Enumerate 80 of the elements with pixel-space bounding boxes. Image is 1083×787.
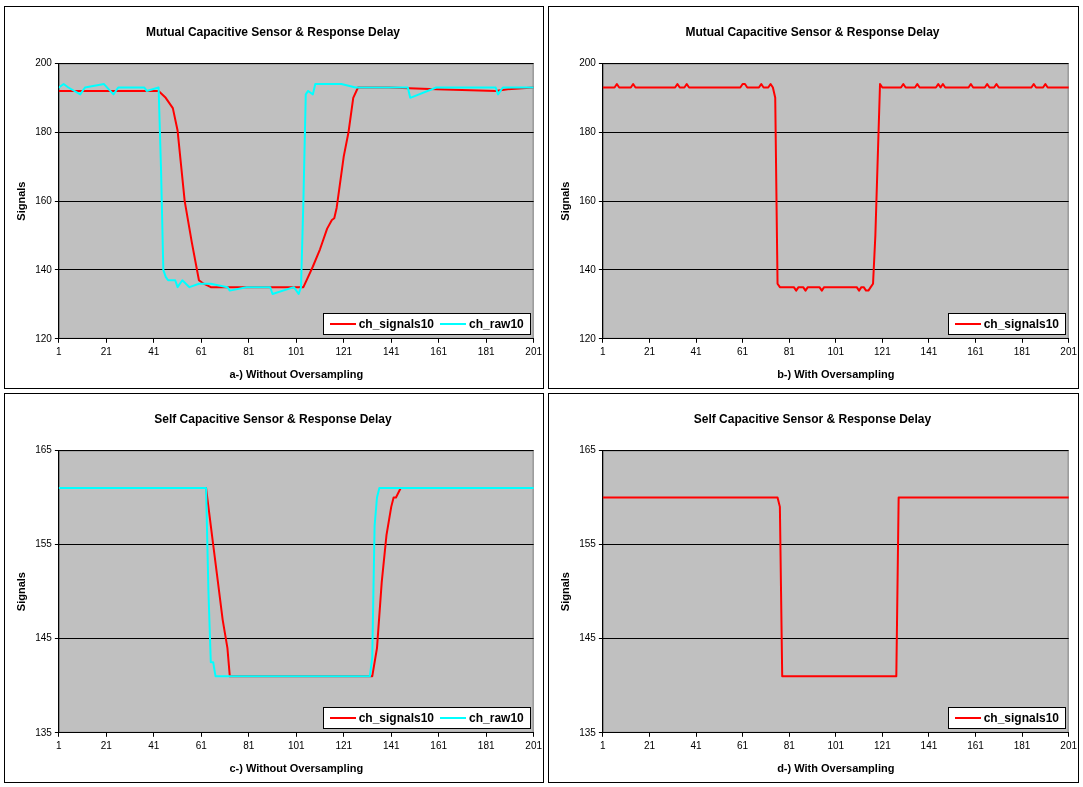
x-tick-label: 161 [430, 739, 448, 751]
chart-title: Mutual Capacitive Sensor & Response Delay [145, 24, 401, 39]
x-tick-label: 141 [382, 739, 401, 751]
y-tick-label: 140 [579, 263, 597, 275]
legend-label: ch_signals10 [358, 316, 435, 331]
y-tick-label: 180 [35, 126, 53, 137]
x-tick-label: 121 [874, 345, 892, 357]
x-tick-label: 61 [737, 739, 749, 751]
x-tick-label: 61 [195, 739, 208, 751]
x-tick-label: 121 [335, 739, 353, 751]
x-tick-label: 141 [920, 345, 938, 357]
x-tick-label: 81 [243, 345, 255, 357]
y-tick-label: 165 [35, 444, 53, 456]
x-tick-label: 41 [690, 739, 703, 751]
x-tick-label: 181 [1013, 345, 1031, 357]
x-tick-label: 181 [477, 345, 495, 357]
y-axis-title: Signals [558, 181, 571, 221]
x-tick-label: 201 [525, 345, 543, 357]
x-tick-label: 41 [690, 345, 703, 357]
y-tick-label: 165 [579, 444, 597, 456]
x-tick-label: 201 [1060, 345, 1078, 357]
x-tick-label: 61 [195, 345, 208, 357]
x-tick-label: 101 [287, 739, 306, 751]
y-tick-label: 140 [35, 263, 53, 275]
x-tick-label: 21 [100, 345, 113, 357]
y-tick-label: 155 [35, 538, 53, 550]
x-tick-label: 41 [148, 345, 160, 357]
x-tick-label: 121 [874, 739, 892, 751]
y-axis-title: Signals [14, 181, 27, 221]
y-tick-label: 200 [35, 57, 53, 69]
x-axis-title: d-) With Oversampling [777, 762, 895, 775]
y-tick-label: 145 [35, 632, 53, 644]
x-tick-label: 21 [100, 739, 113, 751]
legend-label: ch_signals10 [983, 316, 1060, 331]
x-tick-label: 101 [287, 345, 306, 357]
chart-title: Self Capacitive Sensor & Response Delay [154, 411, 393, 426]
y-tick-label: 135 [579, 726, 597, 738]
x-tick-label: 101 [827, 345, 845, 357]
x-tick-label: 21 [643, 345, 656, 357]
x-tick-label: 181 [1013, 739, 1031, 751]
x-tick-label: 1 [56, 739, 63, 751]
x-tick-label: 141 [920, 739, 938, 751]
x-tick-label: 141 [382, 345, 401, 357]
x-tick-label: 201 [525, 739, 543, 751]
x-tick-label: 81 [783, 345, 796, 357]
legend-label: ch_raw10 [469, 710, 524, 725]
y-tick-label: 160 [579, 194, 597, 206]
x-tick-label: 161 [967, 739, 985, 751]
x-tick-label: 21 [643, 739, 656, 751]
x-axis-title: a-) Without Oversampling [229, 368, 364, 381]
y-tick-label: 120 [579, 332, 597, 344]
y-axis-title: Signals [558, 572, 571, 612]
x-tick-label: 1 [600, 345, 607, 357]
x-tick-label: 81 [243, 739, 255, 751]
x-tick-label: 161 [967, 345, 985, 357]
y-tick-label: 180 [579, 126, 597, 137]
x-tick-label: 1 [56, 345, 63, 357]
x-axis-title: c-) Without Oversampling [229, 762, 364, 775]
x-tick-label: 161 [430, 345, 448, 357]
x-tick-label: 181 [477, 739, 495, 751]
legend-label: ch_signals10 [358, 710, 435, 725]
x-tick-label: 121 [335, 345, 353, 357]
x-tick-label: 201 [1060, 739, 1078, 751]
legend-label: ch_raw10 [469, 316, 524, 331]
y-tick-label: 135 [35, 726, 53, 738]
y-tick-label: 145 [579, 632, 597, 644]
y-axis-title: Signals [14, 572, 27, 612]
chart-title: Self Capacitive Sensor & Response Delay [693, 411, 932, 426]
chart-title: Mutual Capacitive Sensor & Response Delay [685, 24, 940, 39]
legend-label: ch_signals10 [983, 710, 1060, 725]
x-axis-title: b-) With Oversampling [777, 368, 895, 381]
x-tick-label: 41 [148, 739, 160, 751]
x-tick-label: 1 [600, 739, 607, 751]
x-tick-label: 81 [783, 739, 796, 751]
y-tick-label: 155 [579, 538, 597, 550]
x-tick-label: 61 [737, 345, 749, 357]
y-tick-label: 160 [35, 194, 53, 206]
y-tick-label: 120 [35, 332, 53, 344]
y-tick-label: 200 [579, 57, 597, 69]
x-tick-label: 101 [827, 739, 845, 751]
